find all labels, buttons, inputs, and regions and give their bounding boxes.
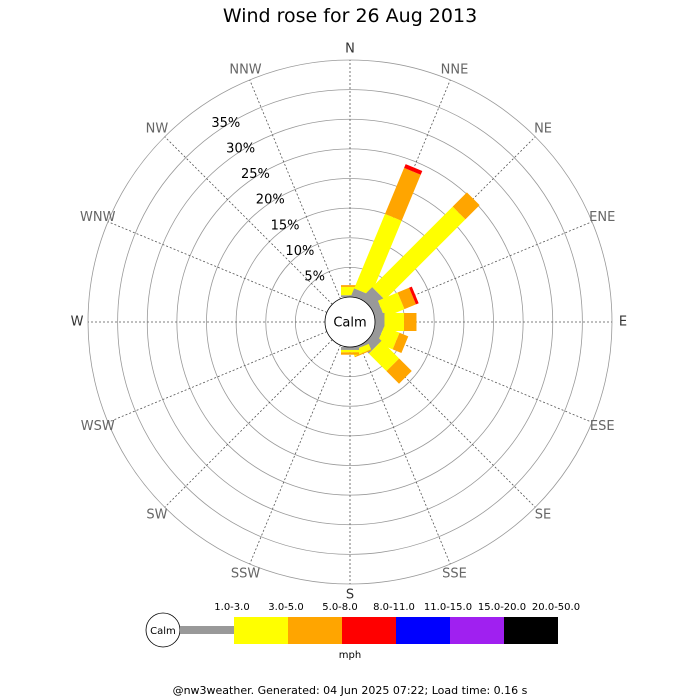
radial-tick-label: 30% bbox=[226, 141, 255, 156]
spoke-ne bbox=[367, 136, 536, 305]
legend-swatch-bin-2 bbox=[288, 617, 342, 644]
direction-label-n: N bbox=[345, 42, 355, 57]
bar-n-bin-2 bbox=[341, 285, 359, 287]
direction-label-nnw: NNW bbox=[229, 62, 261, 77]
bar-s-bin-0 bbox=[341, 347, 359, 350]
calm-label: Calm bbox=[333, 316, 366, 331]
direction-label-wsw: WSW bbox=[81, 419, 115, 434]
bar-se-bin-2 bbox=[386, 358, 412, 384]
legend-swatch-bin-4 bbox=[396, 617, 450, 644]
radial-tick-label: 20% bbox=[256, 193, 285, 208]
spoke-wsw bbox=[107, 331, 328, 423]
legend-swatch-bin-3 bbox=[342, 617, 396, 644]
bar-nne-bin-1 bbox=[354, 213, 402, 296]
bar-ese-bin-2 bbox=[392, 332, 409, 354]
radial-tick-label: 15% bbox=[271, 218, 300, 233]
spoke-ssw bbox=[249, 344, 341, 565]
radial-ring bbox=[265, 237, 435, 407]
direction-label-nw: NW bbox=[146, 121, 169, 136]
radial-tick-labels: 5% 10% 15% 20% 25% 30% 35% bbox=[211, 116, 325, 285]
spoke-se bbox=[367, 339, 536, 508]
direction-label-nne: NNE bbox=[441, 62, 469, 77]
bar-ne-bin-1 bbox=[372, 206, 466, 300]
bar-ene-bin-2 bbox=[397, 287, 416, 310]
direction-label-e: E bbox=[619, 315, 627, 330]
spoke-sw bbox=[164, 339, 333, 508]
radial-tick-label: 5% bbox=[304, 270, 325, 285]
spoke-wnw bbox=[107, 221, 328, 313]
spoke-sse bbox=[359, 344, 451, 565]
radial-tick-label: 10% bbox=[285, 244, 314, 259]
bar-ene-bin-3 bbox=[409, 286, 419, 305]
legend-label-bin-2: 5.0-8.0 bbox=[322, 602, 357, 613]
radial-ring bbox=[117, 89, 583, 555]
spoke-nw bbox=[164, 136, 333, 305]
bar-se-bin-1 bbox=[368, 340, 400, 372]
direction-label-se: SE bbox=[535, 508, 551, 523]
legend-label-bin-1: 3.0-5.0 bbox=[268, 602, 303, 613]
direction-labels: N NNE NE ENE E ESE SE SSE S SSW SW WSW W WNW NW NNW bbox=[71, 42, 628, 603]
spoke-ese bbox=[372, 331, 593, 423]
calm-circle-ring bbox=[324, 296, 376, 348]
legend-swatch-bin-5 bbox=[450, 617, 504, 644]
radial-tick-label: 25% bbox=[241, 167, 270, 182]
bar-n-bin-1 bbox=[341, 286, 359, 296]
direction-spokes bbox=[88, 60, 612, 584]
legend-swatch-bin-0 bbox=[180, 626, 234, 634]
wind-bars bbox=[341, 164, 480, 384]
legend: Calm 1.0-3.0 3.0-5.0 5.0-8.0 8.0-11.0 11.0-15… bbox=[145, 602, 580, 661]
legend-label-bin-0: 1.0-3.0 bbox=[214, 602, 249, 613]
legend-label-bin-3: 8.0-11.0 bbox=[373, 602, 415, 613]
legend-calm-label: Calm bbox=[150, 626, 176, 637]
bar-nne-bin-2 bbox=[385, 167, 421, 221]
spoke-ene bbox=[372, 221, 593, 313]
direction-label-wnw: WNW bbox=[80, 210, 116, 225]
legend-unit-label: mph bbox=[339, 650, 361, 661]
bar-e-bin-2 bbox=[404, 313, 417, 331]
bar-n-bin-0 bbox=[341, 295, 359, 297]
direction-label-sse: SSE bbox=[442, 567, 467, 582]
legend-label-bin-5: 15.0-20.0 bbox=[478, 602, 526, 613]
bar-sse-bin-2 bbox=[354, 349, 372, 358]
legend-label-bin-4: 11.0-15.0 bbox=[424, 602, 472, 613]
direction-label-w: W bbox=[71, 315, 84, 330]
bar-e-bin-1 bbox=[384, 313, 405, 331]
direction-label-ene: ENE bbox=[589, 210, 615, 225]
radial-ring bbox=[206, 178, 494, 466]
bar-s-bin-2 bbox=[341, 352, 359, 355]
spoke-nnw bbox=[249, 79, 341, 300]
legend-label-bin-6: 20.0-50.0 bbox=[532, 602, 580, 613]
bar-s-bin-1 bbox=[341, 349, 359, 353]
direction-label-s: S bbox=[346, 588, 354, 603]
footer-note: @nw3weather. Generated: 04 Jun 2025 07:2… bbox=[172, 684, 528, 697]
chart-title: Wind rose for 26 Aug 2013 bbox=[222, 5, 478, 27]
direction-label-ese: ESE bbox=[590, 419, 615, 434]
bar-ene-bin-1 bbox=[377, 292, 405, 318]
legend-swatch-bin-1 bbox=[234, 617, 288, 644]
radial-tick-label: 35% bbox=[211, 116, 240, 131]
legend-swatch-bin-6 bbox=[504, 617, 558, 644]
direction-label-sw: SW bbox=[146, 508, 167, 523]
bar-nne-bin-3 bbox=[404, 164, 423, 175]
spoke-nne bbox=[359, 79, 451, 300]
direction-label-ne: NE bbox=[534, 121, 552, 136]
bar-ne-bin-2 bbox=[452, 192, 480, 220]
calm-circle: Calm bbox=[324, 296, 376, 348]
direction-label-ssw: SSW bbox=[231, 567, 261, 582]
